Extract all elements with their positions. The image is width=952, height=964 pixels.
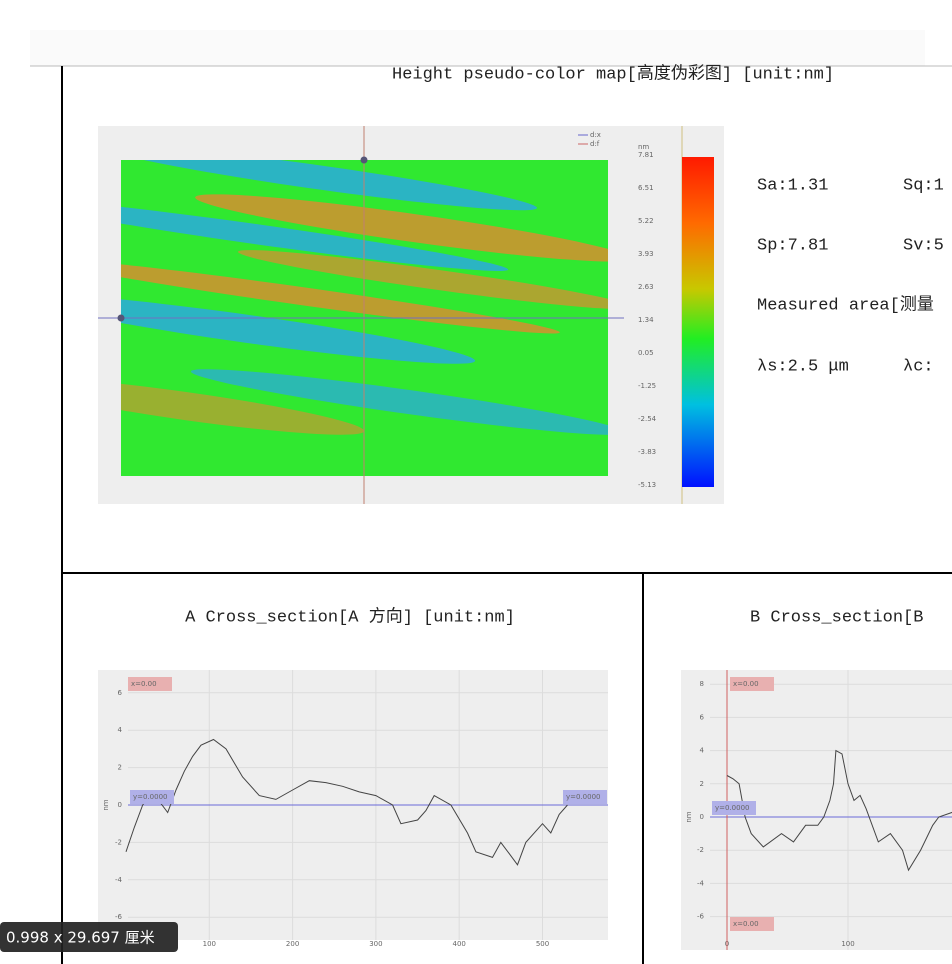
y-tick-label: 2 bbox=[118, 764, 122, 772]
y-tick-label: -6 bbox=[115, 913, 123, 921]
handle[interactable] bbox=[360, 156, 368, 164]
colorbar-tick: -5.13 bbox=[638, 481, 656, 489]
y-tick-label: 0 bbox=[118, 801, 122, 809]
x-tick-label: 500 bbox=[536, 940, 549, 948]
title: Height pseudo-color map[高度伪彩图] [unit:nm] bbox=[392, 63, 834, 84]
y-tick-label: -2 bbox=[115, 838, 122, 846]
profile-line bbox=[125, 738, 568, 866]
stat: Sq:1 bbox=[903, 176, 944, 195]
colorbar-unit: nm bbox=[638, 143, 649, 151]
x-tick-label: 100 bbox=[841, 940, 854, 948]
colorbar-tick: 5.22 bbox=[638, 217, 654, 225]
y-tick-label: 8 bbox=[700, 680, 704, 688]
y-tick-label: 6 bbox=[118, 689, 123, 697]
status-text: 0.998 x 29.697 厘米 bbox=[6, 929, 155, 947]
y-tick-label: 4 bbox=[700, 747, 705, 755]
colorbar-tick: 3.93 bbox=[638, 250, 654, 258]
y-tick-label: -4 bbox=[115, 876, 123, 884]
x-tick-label: 100 bbox=[203, 940, 216, 948]
colorbar-tick: -3.83 bbox=[638, 448, 656, 456]
colorbar-tick: -2.54 bbox=[638, 415, 657, 423]
badge-text: y=0.0000 bbox=[133, 793, 168, 801]
stat: Sv:5 bbox=[903, 236, 944, 255]
y-axis-label: nm bbox=[102, 799, 110, 810]
y-tick-label: -2 bbox=[697, 846, 704, 854]
x-tick-label: 200 bbox=[286, 940, 299, 948]
x-tick-label: 300 bbox=[369, 940, 382, 948]
legend-item: d:x bbox=[590, 131, 601, 139]
x-tick-label: 400 bbox=[453, 940, 466, 948]
handle[interactable] bbox=[117, 314, 125, 322]
page-edge bbox=[30, 30, 925, 66]
badge bbox=[130, 790, 174, 804]
stat: Sp:7.81 bbox=[757, 236, 828, 255]
colorbar-tick: 2.63 bbox=[638, 283, 654, 291]
badge bbox=[730, 917, 774, 931]
colorbar-tick: -1.25 bbox=[638, 382, 656, 390]
stat: λs:2.5 μm bbox=[757, 357, 849, 376]
section-title: B Cross_section[B bbox=[750, 608, 923, 627]
colorbar-tick: 0.05 bbox=[638, 349, 654, 357]
badge-text: y=0.0000 bbox=[566, 793, 601, 801]
y-tick-label: 2 bbox=[700, 780, 704, 788]
y-tick-label: -6 bbox=[697, 913, 705, 921]
y-tick-label: 4 bbox=[118, 726, 123, 734]
legend-item: d:f bbox=[590, 140, 600, 148]
y-tick-label: 0 bbox=[700, 813, 704, 821]
colorbar-tick: 1.34 bbox=[638, 316, 654, 324]
section-title: A Cross_section[A 方向] [unit:nm] bbox=[185, 606, 515, 627]
status-bar bbox=[0, 922, 178, 952]
badge bbox=[712, 801, 756, 815]
stat: Measured area[测量 bbox=[757, 294, 934, 315]
badge-text: x=0.00 bbox=[131, 680, 157, 688]
badge-text: x=0.00 bbox=[733, 680, 759, 688]
colorbar-tick: 6.51 bbox=[638, 184, 654, 192]
badge bbox=[563, 790, 607, 804]
colorbar bbox=[682, 157, 714, 487]
y-tick-label: -4 bbox=[697, 879, 705, 887]
colorbar-tick: 7.81 bbox=[638, 151, 654, 159]
badge-text: y=0.0000 bbox=[715, 804, 750, 812]
stat: Sa:1.31 bbox=[757, 176, 828, 195]
profile-line bbox=[726, 749, 952, 872]
y-axis-label: nm bbox=[685, 811, 693, 822]
stat: λc: bbox=[903, 357, 934, 376]
badge-text: x=0.00 bbox=[733, 920, 759, 928]
badge bbox=[128, 677, 172, 691]
y-tick-label: 6 bbox=[700, 713, 705, 721]
badge bbox=[730, 677, 774, 691]
